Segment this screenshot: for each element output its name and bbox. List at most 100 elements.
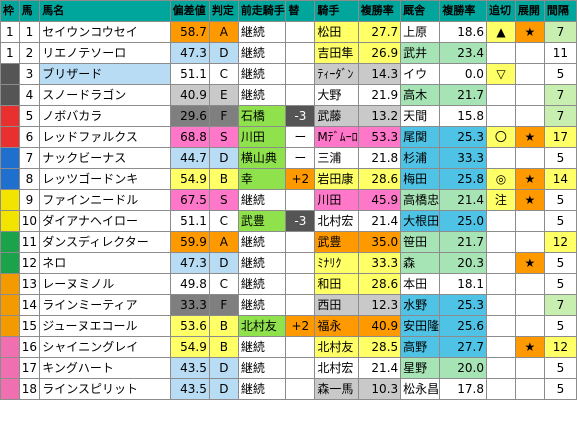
uma-number: 7 (18, 147, 41, 169)
trainer-rate: 0.0 (439, 63, 487, 85)
hensa-value: 29.6 (169, 105, 210, 127)
header-kankaku: 間隔 (543, 0, 577, 22)
uma-number: 8 (18, 168, 41, 190)
interval-weeks: 5 (543, 210, 577, 232)
jockey-change: -3 (285, 210, 316, 232)
oikiri-mark (485, 42, 516, 64)
trainer-rate: 15.8 (439, 105, 487, 127)
header-uma: 馬 (18, 0, 41, 22)
uma-number: 15 (18, 315, 41, 337)
oikiri-mark (485, 357, 516, 379)
zenso-jockey: 武豊 (237, 210, 287, 232)
header-jockey: 騎手 (314, 0, 359, 22)
table-row: 5 10 ダイアナヘイロー 51.1 C 武豊 -3 北村宏 21.4 大根田 25.0 5 (0, 210, 577, 232)
trainer-rate: 18.6 (439, 21, 487, 43)
waku-cell: 7 (0, 315, 20, 337)
hantei-grade: D (208, 147, 239, 169)
uma-number: 3 (18, 63, 41, 85)
uma-number: 12 (18, 252, 41, 274)
tenkai-mark (514, 231, 545, 253)
table-row: 2 4 スノードラゴン 40.9 E 継続 大野 21.9 高木 21.7 7 (0, 84, 577, 106)
trainer-name: 大根田 (400, 210, 441, 232)
oikiri-mark (485, 105, 516, 127)
horse-name: リエノテソーロ (39, 42, 171, 64)
horse-name: セイウンコウセイ (39, 21, 171, 43)
header-hantei: 判定 (208, 0, 239, 22)
zenso-jockey: 石橋 (237, 105, 287, 127)
uma-number: 9 (18, 189, 41, 211)
hensa-value: 67.5 (169, 189, 210, 211)
hantei-grade: E (208, 84, 239, 106)
header-hensa: 偏差値 (169, 0, 210, 22)
hantei-grade: F (208, 105, 239, 127)
zenso-jockey: 継続 (237, 273, 287, 295)
uma-number: 6 (18, 126, 41, 148)
trainer-rate: 21.7 (439, 231, 487, 253)
horse-name: ラインミーティア (39, 294, 171, 316)
interval-weeks: 7 (543, 84, 577, 106)
hensa-value: 53.6 (169, 315, 210, 337)
table-row: 4 8 レッツゴードンキ 54.9 B 幸 +2 岩田康 28.6 梅田 25.8 ◎ ★ 14 (0, 168, 577, 190)
table-row: 7 13 レーヌミノル 49.8 C 継続 和田 28.6 本田 18.1 5 (0, 273, 577, 295)
uma-number: 5 (18, 105, 41, 127)
trainer-rate: 25.3 (439, 294, 487, 316)
interval-weeks: 7 (543, 294, 577, 316)
jockey-rate: 45.9 (357, 189, 402, 211)
header-waku: 枠 (0, 0, 20, 22)
trainer-rate: 25.3 (439, 126, 487, 148)
jockey-change (285, 336, 316, 358)
horse-name: ノボバカラ (39, 105, 171, 127)
tenkai-mark (514, 210, 545, 232)
hensa-value: 59.9 (169, 231, 210, 253)
table-body: 1 1 セイウンコウセイ 58.7 A 継続 松田 27.7 上原 18.6 ▲ ★ 7 1 2 リエノテソー… (0, 21, 577, 400)
tenkai-mark (514, 294, 545, 316)
hantei-grade: D (208, 378, 239, 400)
zenso-jockey: 継続 (237, 294, 287, 316)
jockey-rate: 21.4 (357, 357, 402, 379)
hantei-grade: S (208, 189, 239, 211)
jockey-rate: 12.3 (357, 294, 402, 316)
uma-number: 4 (18, 84, 41, 106)
jockey-rate: 33.3 (357, 252, 402, 274)
interval-weeks: 12 (543, 336, 577, 358)
jockey-change (285, 84, 316, 106)
trainer-name: 杉浦 (400, 147, 441, 169)
trainer-rate: 17.8 (439, 378, 487, 400)
oikiri-mark (485, 147, 516, 169)
tenkai-mark: ★ (514, 336, 545, 358)
tenkai-mark (514, 63, 545, 85)
jockey-change: -3 (285, 105, 316, 127)
zenso-jockey: 継続 (237, 42, 287, 64)
interval-weeks: 5 (543, 252, 577, 274)
header-jrate: 複勝率 (357, 0, 402, 22)
trainer-rate: 18.1 (439, 273, 487, 295)
jockey-change: ー (285, 147, 316, 169)
table-row: 3 6 レッドファルクス 68.8 S 川田ー Mﾃﾞﾑｰﾛ 53.3 尾関 25.3 〇 ★ 17 (0, 126, 577, 148)
zenso-jockey: 川田 (237, 126, 287, 148)
table-row: 8 16 シャイニングレイ 54.9 B 継続 北村友 28.5 高野 27.7 ★ 12 (0, 336, 577, 358)
hensa-value: 43.5 (169, 357, 210, 379)
jockey-name: 武豊 (314, 231, 359, 253)
uma-number: 18 (18, 378, 41, 400)
trainer-rate: 21.4 (439, 189, 487, 211)
zenso-jockey: 継続 (237, 378, 287, 400)
header-kyusha: 厩舎 (400, 0, 441, 22)
jockey-rate: 28.6 (357, 168, 402, 190)
jockey-change: +2 (285, 315, 316, 337)
oikiri-mark (485, 336, 516, 358)
jockey-change (285, 231, 316, 253)
horse-name: ダンスディレクター (39, 231, 171, 253)
hantei-grade: B (208, 315, 239, 337)
jockey-name: ﾐﾅﾘｸ (314, 252, 359, 274)
trainer-name: 松永昌 (400, 378, 441, 400)
waku-cell: 6 (0, 252, 20, 274)
waku-cell: 6 (0, 231, 20, 253)
jockey-rate: 21.8 (357, 147, 402, 169)
oikiri-mark: ▲ (485, 21, 516, 43)
hensa-value: 44.7 (169, 147, 210, 169)
jockey-rate: 53.3 (357, 126, 402, 148)
zenso-jockey: 継続 (237, 63, 287, 85)
waku-cell: 1 (0, 21, 20, 43)
uma-number: 2 (18, 42, 41, 64)
table-row: 7 15 ジューヌエコール 53.6 B 北村友 +2 福永 40.9 安田隆 25.6 5 (0, 315, 577, 337)
